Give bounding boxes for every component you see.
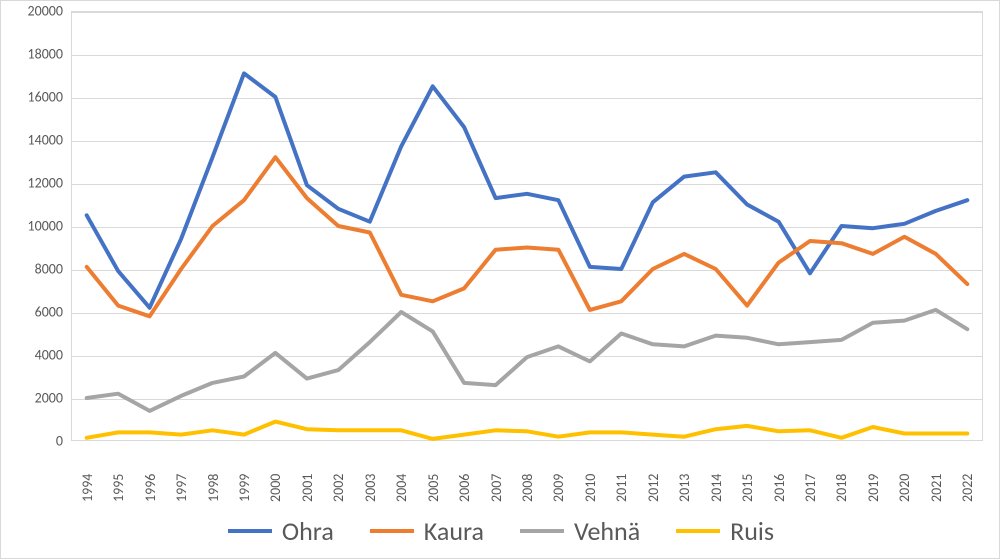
legend-item: Kaura — [370, 515, 484, 547]
series-line — [87, 310, 968, 411]
legend-swatch — [370, 529, 414, 533]
series-line — [87, 73, 968, 307]
legend-item: Ohra — [228, 515, 334, 547]
legend-swatch — [676, 529, 720, 533]
legend-label: Vehnä — [574, 515, 640, 547]
legend-swatch — [520, 529, 564, 533]
legend-label: Kaura — [424, 515, 484, 547]
legend-item: Vehnä — [520, 515, 640, 547]
line-chart: 0200040006000800010000120001400016000180… — [0, 0, 1000, 559]
legend-label: Ruis — [730, 515, 774, 547]
legend-swatch — [228, 529, 272, 533]
legend: Ohra Kaura Vehnä Ruis — [201, 511, 801, 551]
chart-lines — [1, 1, 1000, 559]
legend-item: Ruis — [676, 515, 774, 547]
legend-label: Ohra — [282, 515, 334, 547]
series-line — [87, 422, 968, 439]
